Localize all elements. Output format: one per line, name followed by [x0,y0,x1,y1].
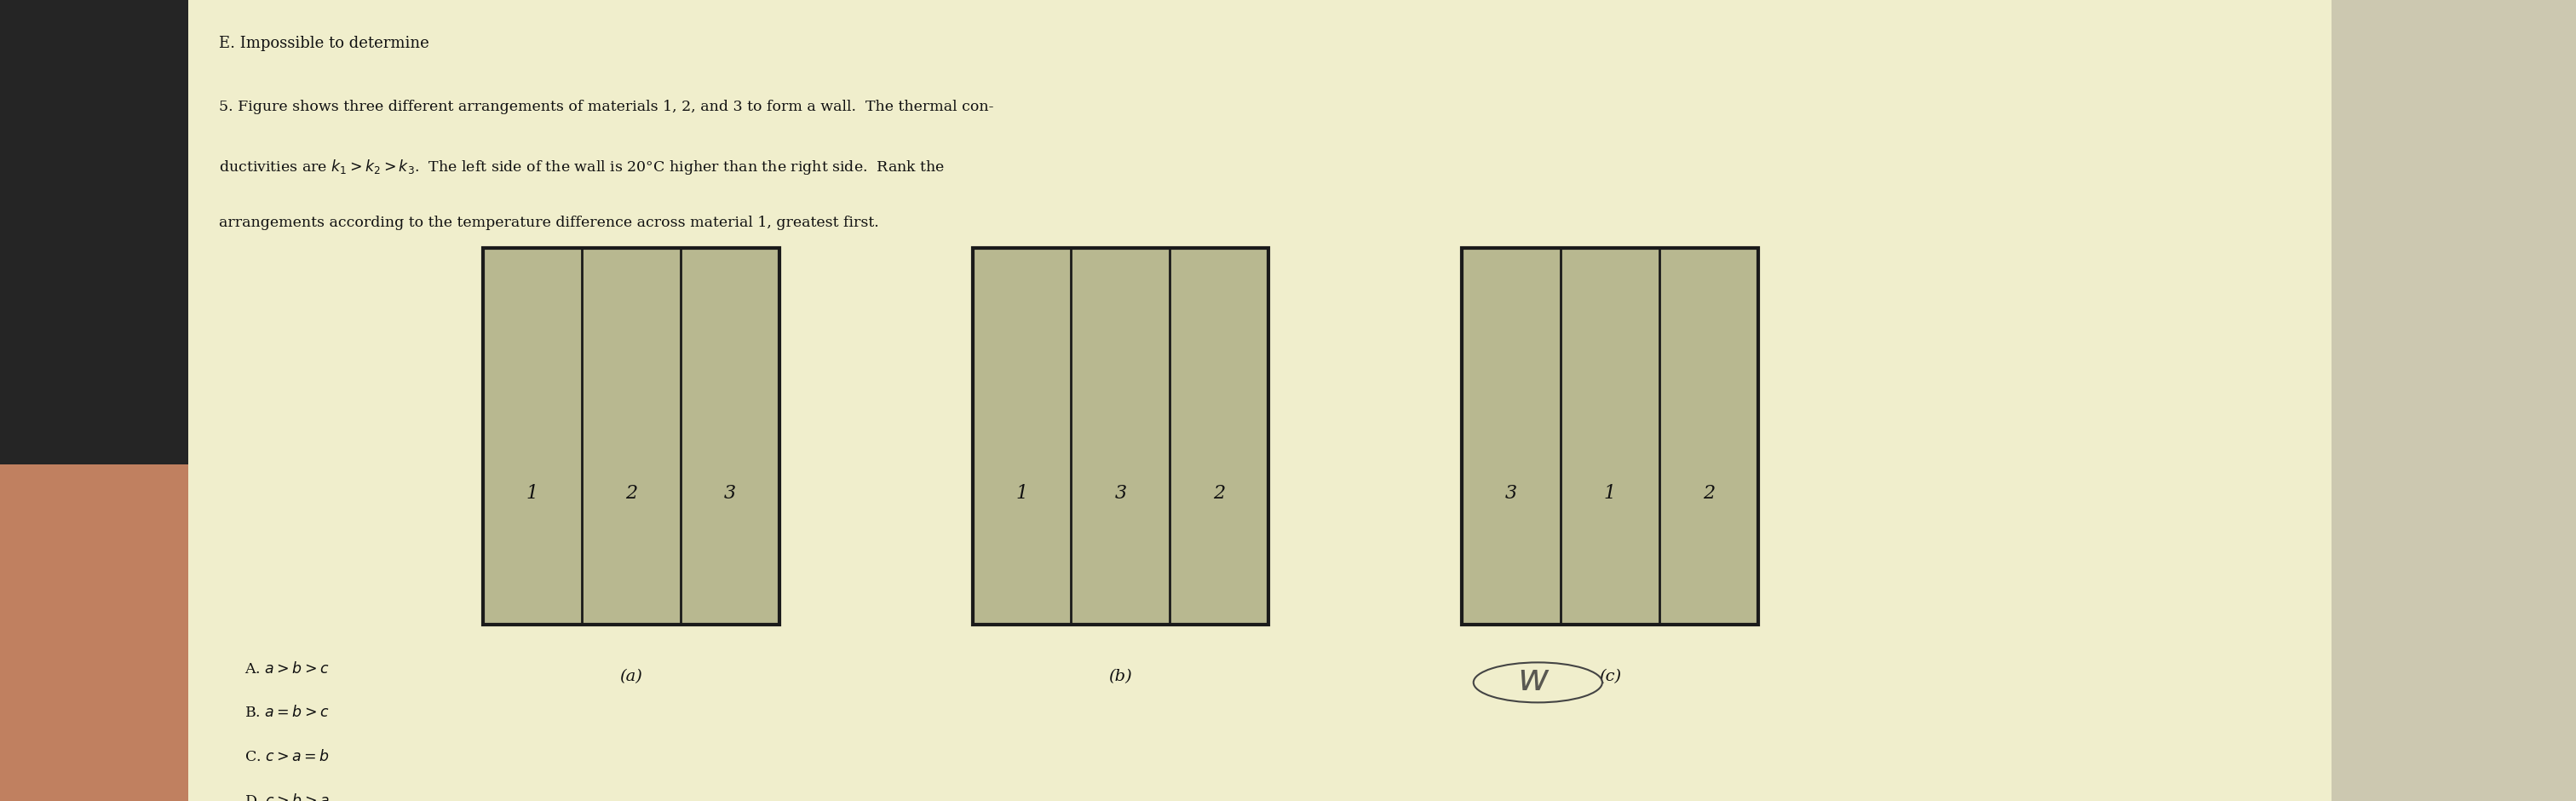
Bar [188,0,2331,801]
Bar [0,0,291,465]
Text: 5. Figure shows three different arrangements of materials 1, 2, and 3 to form a : 5. Figure shows three different arrangem… [219,100,994,115]
Text: (c): (c) [1600,669,1620,684]
Text: arrangements according to the temperature difference across material 1, greatest: arrangements according to the temperatur… [219,215,878,230]
Bar [0,0,2576,360]
Text: C. $c > a = b$: C. $c > a = b$ [245,749,330,764]
Bar [484,248,778,625]
Bar [1463,248,1757,625]
Text: ductivities are $k_1 > k_2 > k_3$.  The left side of the wall is 20°C higher tha: ductivities are $k_1 > k_2 > k_3$. The l… [219,158,945,176]
Text: D. $c > b > a$: D. $c > b > a$ [245,793,330,801]
Bar [0,465,368,801]
Text: 3: 3 [1504,484,1517,502]
Text: 3: 3 [1115,484,1126,502]
Text: A. $a > b > c$: A. $a > b > c$ [245,661,330,676]
Text: w: w [1517,661,1548,698]
Bar [0,360,2576,801]
Bar [971,248,1267,625]
Text: 1: 1 [1015,484,1028,502]
Text: 2: 2 [1703,484,1716,502]
Text: 2: 2 [1213,484,1226,502]
Text: E. Impossible to determine: E. Impossible to determine [219,36,430,51]
Text: B. $a = b > c$: B. $a = b > c$ [245,705,330,720]
Text: (a): (a) [621,669,641,684]
Text: 1: 1 [526,484,538,502]
Text: 3: 3 [724,484,737,502]
Text: (b): (b) [1108,669,1133,684]
Bar [2280,0,2576,801]
Text: 1: 1 [1605,484,1615,502]
Text: 2: 2 [626,484,636,502]
